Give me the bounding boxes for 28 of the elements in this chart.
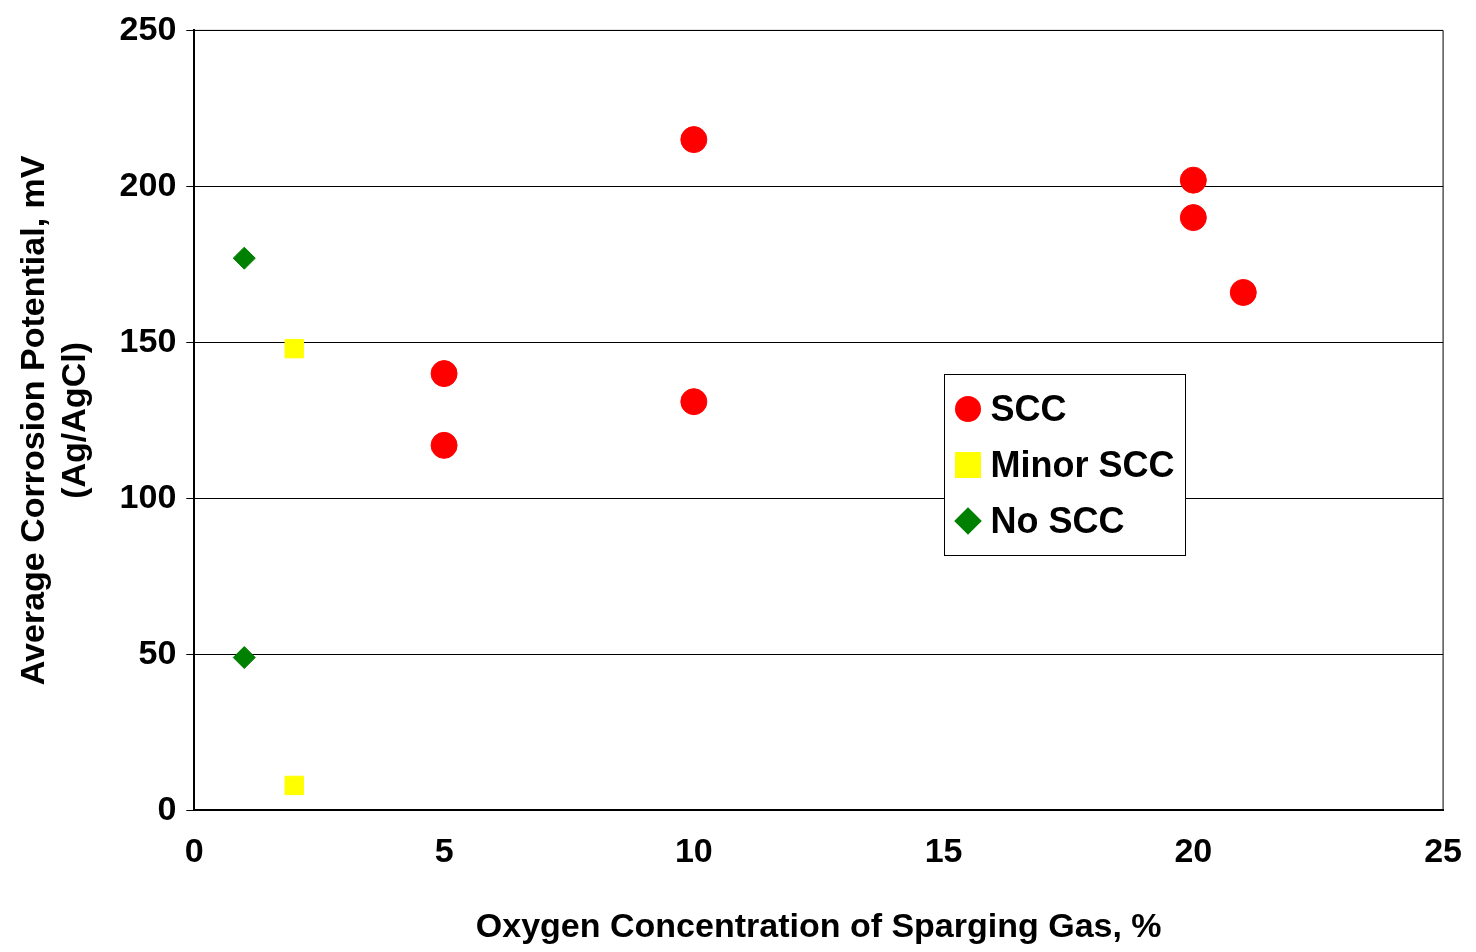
x-tick-label: 15 [924,831,963,870]
y-tick-label: 0 [157,788,177,827]
legend-label: SCC [990,387,1067,430]
x-tick-label: 10 [674,831,713,870]
point [232,246,256,270]
point [430,431,458,459]
point [680,126,708,154]
point [430,360,458,388]
x-axis-title: Oxygen Concentration of Sparging Gas, % [475,905,1162,944]
y-tick-label: 150 [119,320,177,359]
y-axis-title: Average Corrosion Potential, mV (Ag/AgCl) [12,155,92,686]
legend-label: No SCC [990,499,1125,542]
y-tick-label: 100 [119,476,177,515]
y-tick-label: 50 [138,632,177,671]
point [680,388,708,416]
x-tick-label: 5 [434,831,454,870]
point [1179,166,1207,194]
x-tick-label: 20 [1174,831,1213,870]
point [1229,278,1257,306]
point [284,338,304,359]
legend-label: Minor SCC [990,443,1175,486]
x-tick-label: 0 [184,831,204,870]
y-tick-label: 200 [119,164,177,203]
y-tick-label: 250 [119,8,177,47]
point [232,646,256,670]
x-tick-label: 25 [1424,831,1462,870]
point [284,775,304,796]
point [1179,204,1207,232]
